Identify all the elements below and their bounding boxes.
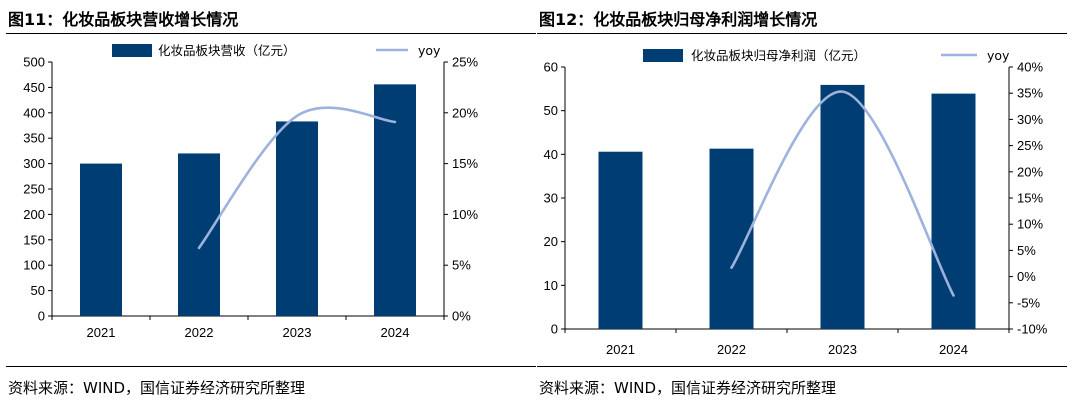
legend-bar-label: 化妆品板块营收（亿元）: [158, 43, 296, 58]
legend-line-label: yoy: [418, 43, 441, 58]
y-tick-label-left: 40: [544, 147, 558, 162]
top-rule: [537, 33, 1067, 34]
figure-11-panel: 图11：化妆品板块营收增长情况 0 50 100 150 200 250 300 350 400…: [6, 0, 536, 404]
y-tick-label-right: 25%: [452, 55, 478, 70]
y-tick-label-right: 15%: [452, 156, 478, 171]
y-tick-label-right: 25%: [1017, 138, 1043, 153]
bar-2022: [178, 153, 220, 316]
y-tick-label-right: 35%: [1017, 86, 1043, 101]
y-tick-label-left: 350: [23, 131, 45, 146]
y-tick-label-left: 20: [544, 234, 558, 249]
y-tick-label-left: 100: [23, 258, 45, 273]
y-tick-label-left: 60: [544, 60, 558, 75]
bottom-rule: [6, 366, 536, 367]
y-tick-label-left: 500: [23, 55, 45, 70]
y-tick-label-left: 50: [31, 283, 45, 298]
y-tick-label-left: 10: [544, 278, 558, 293]
top-rule: [6, 33, 536, 34]
bar-2021: [598, 151, 643, 329]
bar-2023: [276, 121, 318, 316]
yoy-line: [197, 106, 397, 250]
figure-title: 图12：化妆品板块归母净利润增长情况: [539, 10, 818, 29]
bar-2024: [931, 93, 976, 330]
figure-title: 图11：化妆品板块营收增长情况: [8, 10, 239, 29]
y-tick-label-right: 40%: [1017, 60, 1043, 75]
y-tick-label-right: -10%: [1017, 322, 1048, 337]
x-tick-label: 2022: [717, 342, 746, 357]
net-profit-chart: 0 10 20 30 40 50 60 -10% -5% 0% 5% 10% 15% 20% 25% 30% 3…: [544, 48, 1048, 357]
y-tick-label-right: 0%: [1017, 269, 1036, 284]
x-tick-label: 2024: [381, 325, 410, 340]
x-tick-label: 2021: [87, 325, 116, 340]
revenue-chart: 0 50 100 150 200 250 300 350 400 450 500 0% 5% 10% 15%…: [23, 43, 478, 340]
y-tick-label-right: 20%: [452, 105, 478, 120]
x-tick-label: 2021: [606, 342, 635, 357]
y-tick-label-right: -5%: [1017, 295, 1041, 310]
bottom-rule: [537, 366, 1067, 367]
y-tick-label-left: 250: [23, 182, 45, 197]
y-tick-label-right: 20%: [1017, 164, 1043, 179]
source-note: 资料来源：WIND，国信证券经济研究所整理: [539, 379, 837, 397]
y-tick-label-left: 300: [23, 156, 45, 171]
x-tick-label: 2023: [283, 325, 312, 340]
x-tick-label: 2022: [185, 325, 214, 340]
source-note: 资料来源：WIND，国信证券经济研究所整理: [8, 379, 306, 397]
y-tick-label-right: 15%: [1017, 191, 1043, 206]
y-tick-label-right: 0%: [452, 309, 471, 324]
legend-bar-swatch: [643, 49, 683, 62]
y-tick-label-left: 0: [551, 322, 558, 337]
y-tick-label-right: 30%: [1017, 112, 1043, 127]
legend-bar-swatch: [112, 44, 152, 57]
legend-line-label: yoy: [987, 48, 1010, 63]
y-tick-label-right: 10%: [452, 207, 478, 222]
y-tick-label-left: 50: [544, 103, 558, 118]
y-tick-label-left: 150: [23, 232, 45, 247]
x-tick-label: 2023: [828, 342, 857, 357]
y-tick-label-right: 5%: [452, 258, 471, 273]
y-tick-label-right: 5%: [1017, 243, 1036, 258]
y-tick-label-left: 200: [23, 207, 45, 222]
x-tick-label: 2024: [939, 342, 968, 357]
y-tick-label-left: 30: [544, 191, 558, 206]
bar-2023: [820, 84, 865, 329]
legend-bar-label: 化妆品板块归母净利润（亿元）: [691, 48, 866, 63]
y-tick-label-left: 0: [38, 309, 45, 324]
bar-2021: [80, 163, 122, 316]
y-tick-label-right: 10%: [1017, 217, 1043, 232]
y-tick-label-left: 450: [23, 80, 45, 95]
figure-12-panel: 图12：化妆品板块归母净利润增长情况 0 10 20 30 40 50 60 -10% -5% 0…: [537, 0, 1067, 404]
y-tick-label-left: 400: [23, 105, 45, 120]
